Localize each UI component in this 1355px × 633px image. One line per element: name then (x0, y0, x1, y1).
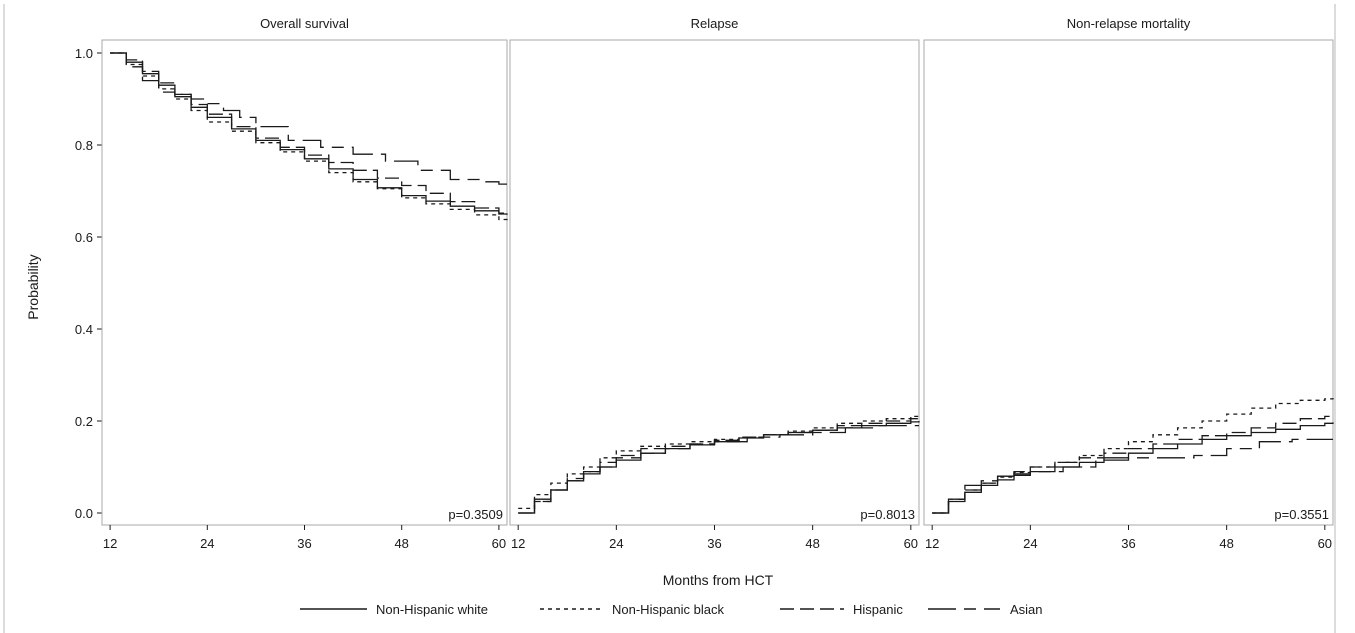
series-line-hispanic (932, 415, 1334, 514)
series-line-non-hispanic-white (932, 422, 1334, 514)
legend-label-non-hispanic-white: Non-Hispanic white (376, 602, 488, 617)
series-line-asian (518, 424, 919, 514)
x-tick-label: 60 (1318, 536, 1332, 551)
panel-frame (923, 39, 1334, 526)
x-tick-label: 36 (297, 536, 311, 551)
y-axis-label: Probability (25, 254, 41, 319)
series-line-non-hispanic-white (110, 52, 508, 215)
series-line-asian (110, 52, 507, 185)
series-line-non-hispanic-white (518, 421, 920, 514)
series-line-non-hispanic-black (932, 398, 1334, 514)
panel-frame (101, 39, 508, 526)
x-tick-label: 24 (200, 536, 214, 551)
panel-non-relapse-mortality: Non-relapse mortality 12 24 36 48 60 p=0.3551 (923, 16, 1334, 551)
panel-title: Non-relapse mortality (1067, 16, 1191, 31)
p-value-annotation: p=0.8013 (860, 507, 915, 522)
y-tick-label-5: 1.0 (75, 46, 93, 61)
legend-label-non-hispanic-black: Non-Hispanic black (612, 602, 724, 617)
x-tick-label: 24 (1023, 536, 1037, 551)
panel-title: Overall survival (260, 16, 349, 31)
p-value-annotation: p=0.3509 (448, 507, 503, 522)
y-tick-label-0: 0.0 (75, 506, 93, 521)
panel-relapse: Relapse 12 24 36 48 60 p=0.8013 (509, 16, 920, 551)
series-line-hispanic (518, 416, 920, 514)
x-tick-label: 12 (925, 536, 939, 551)
y-axis-ticks: 0.0 0.2 0.4 0.6 0.8 1.0 (75, 46, 102, 521)
x-tick-label: 60 (492, 536, 506, 551)
x-axis-label: Months from HCT (663, 572, 774, 588)
p-value-annotation: p=0.3551 (1274, 507, 1329, 522)
y-tick-label-3: 0.6 (75, 230, 93, 245)
panel-title: Relapse (691, 16, 739, 31)
panel-frame (509, 39, 920, 526)
x-tick-label: 60 (904, 536, 918, 551)
x-tick-label: 12 (103, 536, 117, 551)
y-tick-label-1: 0.2 (75, 414, 93, 429)
y-tick-label-4: 0.8 (75, 138, 93, 153)
series-line-non-hispanic-black (518, 414, 920, 510)
x-tick-label: 36 (1121, 536, 1135, 551)
y-tick-label-2: 0.4 (75, 322, 93, 337)
x-tick-label: 48 (805, 536, 819, 551)
x-tick-label: 24 (609, 536, 623, 551)
legend-label-asian: Asian (1010, 602, 1043, 617)
x-tick-label: 12 (511, 536, 525, 551)
series-line-hispanic (110, 52, 508, 214)
x-tick-label: 48 (1219, 536, 1233, 551)
panel-overall-survival: Overall survival 12 24 36 48 60 p=0.3509 (101, 16, 508, 551)
legend-label-hispanic: Hispanic (853, 602, 903, 617)
series-line-non-hispanic-black (110, 52, 508, 221)
legend: Non-Hispanic white Non-Hispanic black Hi… (300, 602, 1043, 617)
x-tick-label: 36 (707, 536, 721, 551)
x-tick-label: 48 (394, 536, 408, 551)
series-line-asian (932, 438, 1333, 514)
